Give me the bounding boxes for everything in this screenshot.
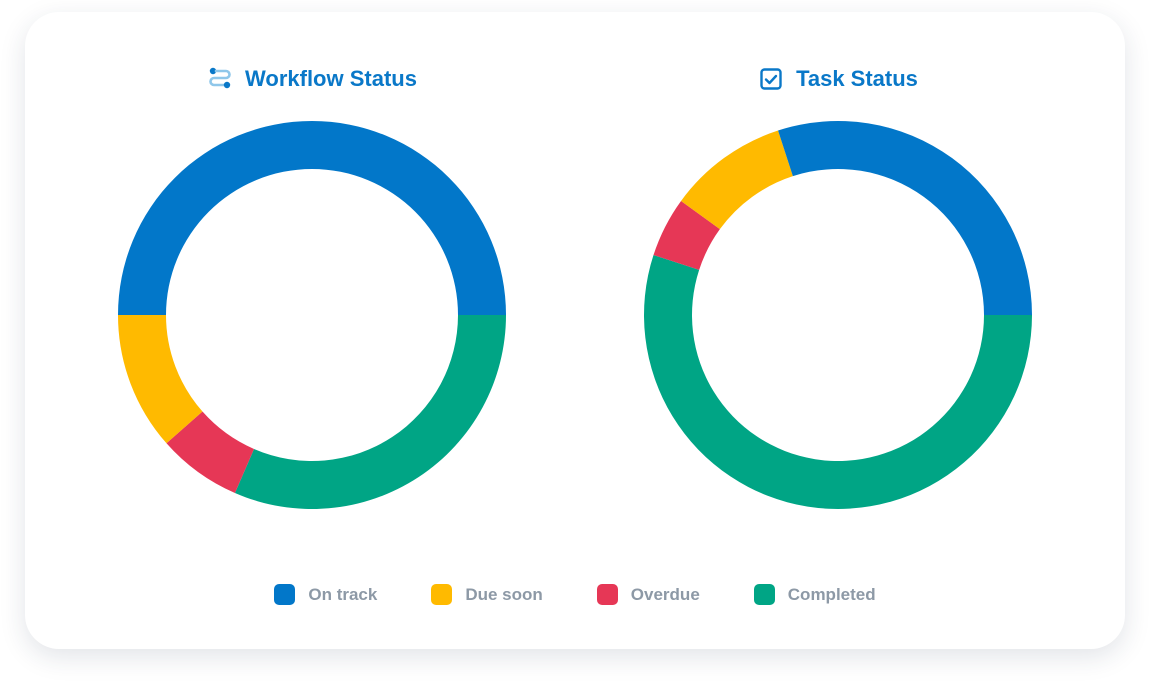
legend-swatch-overdue <box>596 584 618 605</box>
donut-slice-due-soon <box>118 315 203 444</box>
donut-slice-on-track <box>118 121 506 315</box>
donut-slice-completed <box>644 255 1032 510</box>
donut-slice-overdue <box>653 200 720 270</box>
legend: On track Due soon Overdue Completed <box>25 584 1125 605</box>
legend-label-on-track: On track <box>308 584 378 604</box>
checkbox-icon <box>760 68 782 90</box>
legend-label-completed: Completed <box>787 584 876 604</box>
legend-swatch-completed <box>753 584 775 605</box>
task-status-title: Task Status <box>628 66 1048 92</box>
task-status-chart: Task Status <box>628 12 1048 532</box>
legend-item-on-track: On track <box>274 584 377 605</box>
donut-slice-due-soon <box>681 130 793 230</box>
donut-slice-overdue <box>166 411 255 494</box>
legend-label-overdue: Overdue <box>630 584 700 604</box>
task-status-donut <box>644 121 1032 510</box>
legend-swatch-on-track <box>274 584 296 605</box>
donut-slice-completed <box>234 315 506 509</box>
task-status-title-text: Task Status <box>796 66 918 91</box>
workflow-status-title: Workflow Status <box>102 66 522 92</box>
donut-slice-on-track <box>778 121 1032 315</box>
legend-swatch-due-soon <box>431 584 453 605</box>
status-card: Workflow Status Task Status On track Due… <box>25 12 1125 649</box>
legend-item-overdue: Overdue <box>596 584 700 605</box>
legend-item-due-soon: Due soon <box>431 584 543 605</box>
legend-label-due-soon: Due soon <box>465 584 543 604</box>
workflow-status-title-text: Workflow Status <box>245 66 417 91</box>
workflow-icon <box>209 67 231 89</box>
workflow-status-chart: Workflow Status <box>102 12 522 532</box>
legend-item-completed: Completed <box>753 584 876 605</box>
workflow-status-donut <box>118 121 506 509</box>
